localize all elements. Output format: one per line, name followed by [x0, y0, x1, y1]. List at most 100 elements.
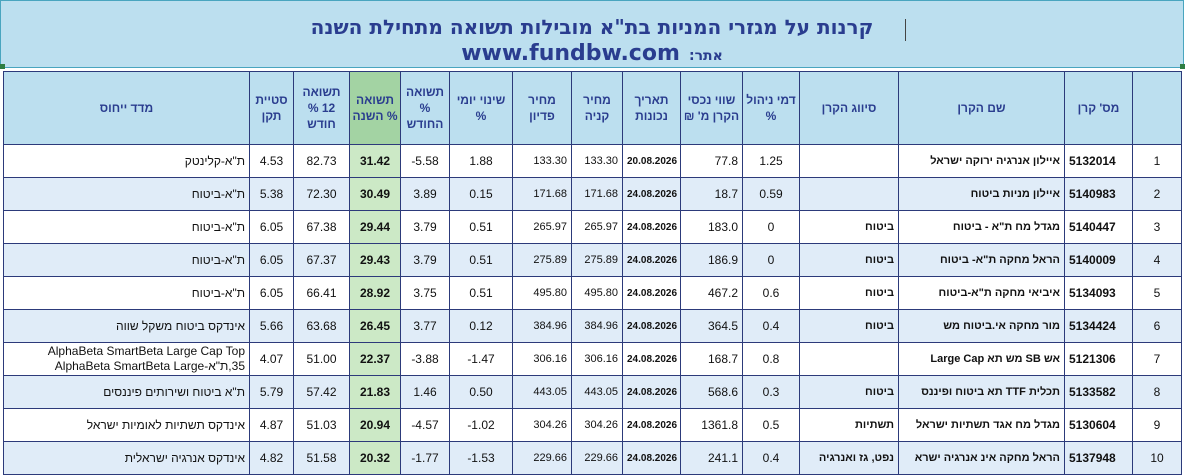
ytd-return-cell[interactable]: 21.83: [349, 375, 401, 409]
row-index-cell[interactable]: 2: [1132, 177, 1182, 211]
mgmt-fee-cell[interactable]: 1.25: [742, 144, 800, 178]
fund-name-cell[interactable]: אש SB מש תא Large Cap: [898, 342, 1065, 376]
fund-classification-cell[interactable]: תשתיות: [799, 408, 899, 442]
ytd-return-cell[interactable]: 29.43: [349, 243, 401, 277]
buy-price-cell[interactable]: 229.66: [571, 441, 623, 475]
row-index-cell[interactable]: 8: [1132, 375, 1182, 409]
fund-name-cell[interactable]: תכלית TTF תא ביטוח ופיננס: [898, 375, 1065, 409]
redemption-price-cell[interactable]: 171.68: [512, 177, 572, 211]
fund-assets-cell[interactable]: 241.1: [680, 441, 743, 475]
redemption-price-cell[interactable]: 275.89: [512, 243, 572, 277]
fund-classification-cell[interactable]: ביטוח: [799, 243, 899, 277]
ytd-return-cell[interactable]: 26.45: [349, 309, 401, 343]
fund-name-cell[interactable]: מגדל מח אגד תשתיות ישראל: [898, 408, 1065, 442]
return-12m-cell[interactable]: 51.58: [293, 441, 350, 475]
std-dev-cell[interactable]: 5.38: [249, 177, 294, 211]
daily-change-cell[interactable]: 0.51: [449, 276, 513, 310]
month-return-cell[interactable]: 3.75: [400, 276, 450, 310]
return-12m-cell[interactable]: 51.00: [293, 342, 350, 376]
fund-id-cell[interactable]: 5137948: [1064, 441, 1133, 475]
mgmt-fee-cell[interactable]: 0: [742, 243, 800, 277]
redemption-price-cell[interactable]: 306.16: [512, 342, 572, 376]
site-url-link[interactable]: www.fundbw.com: [461, 41, 680, 66]
ytd-return-cell[interactable]: 20.32: [349, 441, 401, 475]
month-return-cell[interactable]: -1.77: [400, 441, 450, 475]
benchmark-cell[interactable]: ת"א-ביטוח: [3, 276, 250, 310]
redemption-price-cell[interactable]: 265.97: [512, 210, 572, 244]
row-index-cell[interactable]: 10: [1132, 441, 1182, 475]
valid-date-cell[interactable]: 24.08.2026: [622, 276, 681, 310]
row-index-cell[interactable]: 9: [1132, 408, 1182, 442]
row-index-cell[interactable]: 1: [1132, 144, 1182, 178]
benchmark-cell[interactable]: ת"א ביטוח ושירותים פיננסים: [3, 375, 250, 409]
fund-classification-cell[interactable]: ביטוח: [799, 276, 899, 310]
fund-id-cell[interactable]: 5134424: [1064, 309, 1133, 343]
mgmt-fee-cell[interactable]: 0.5: [742, 408, 800, 442]
ytd-return-cell[interactable]: 31.42: [349, 144, 401, 178]
return-12m-cell[interactable]: 66.41: [293, 276, 350, 310]
buy-price-cell[interactable]: 133.30: [571, 144, 623, 178]
std-dev-cell[interactable]: 5.66: [249, 309, 294, 343]
buy-price-cell[interactable]: 304.26: [571, 408, 623, 442]
ytd-return-cell[interactable]: 30.49: [349, 177, 401, 211]
fund-id-cell[interactable]: 5130604: [1064, 408, 1133, 442]
ytd-return-cell[interactable]: 20.94: [349, 408, 401, 442]
buy-price-cell[interactable]: 495.80: [571, 276, 623, 310]
mgmt-fee-cell[interactable]: 0: [742, 210, 800, 244]
row-index-cell[interactable]: 5: [1132, 276, 1182, 310]
mgmt-fee-cell[interactable]: 0.8: [742, 342, 800, 376]
mgmt-fee-cell[interactable]: 0.4: [742, 309, 800, 343]
return-12m-cell[interactable]: 72.30: [293, 177, 350, 211]
benchmark-cell[interactable]: ת"א-קלינטק: [3, 144, 250, 178]
redemption-price-cell[interactable]: 304.26: [512, 408, 572, 442]
fund-name-cell[interactable]: איילון אנרגיה ירוקה ישראל: [898, 144, 1065, 178]
ytd-return-cell[interactable]: 29.44: [349, 210, 401, 244]
month-return-cell[interactable]: 3.89: [400, 177, 450, 211]
fund-name-cell[interactable]: מגדל מח ת"א - ביטוח: [898, 210, 1065, 244]
row-index-cell[interactable]: 4: [1132, 243, 1182, 277]
redemption-price-cell[interactable]: 384.96: [512, 309, 572, 343]
std-dev-cell[interactable]: 6.05: [249, 276, 294, 310]
row-index-cell[interactable]: 3: [1132, 210, 1182, 244]
fund-name-cell[interactable]: הראל מחקה ת"א- ביטוח: [898, 243, 1065, 277]
std-dev-cell[interactable]: 4.07: [249, 342, 294, 376]
daily-change-cell[interactable]: 0.12: [449, 309, 513, 343]
valid-date-cell[interactable]: 24.08.2026: [622, 375, 681, 409]
valid-date-cell[interactable]: 20.08.2026: [622, 144, 681, 178]
benchmark-cell[interactable]: ת"א-ביטוח: [3, 210, 250, 244]
return-12m-cell[interactable]: 63.68: [293, 309, 350, 343]
daily-change-cell[interactable]: 0.51: [449, 243, 513, 277]
fund-name-cell[interactable]: איילון מניות ביטוח: [898, 177, 1065, 211]
mgmt-fee-cell[interactable]: 0.3: [742, 375, 800, 409]
daily-change-cell[interactable]: 0.50: [449, 375, 513, 409]
benchmark-cell[interactable]: AlphaBeta SmartBeta Large Cap Top 35,ת"א…: [3, 342, 250, 376]
valid-date-cell[interactable]: 24.08.2026: [622, 408, 681, 442]
month-return-cell[interactable]: 3.79: [400, 210, 450, 244]
fund-id-cell[interactable]: 5134093: [1064, 276, 1133, 310]
fund-classification-cell[interactable]: [799, 144, 899, 178]
fund-assets-cell[interactable]: 168.7: [680, 342, 743, 376]
row-index-cell[interactable]: 7: [1132, 342, 1182, 376]
fund-assets-cell[interactable]: 186.9: [680, 243, 743, 277]
fund-id-cell[interactable]: 5140009: [1064, 243, 1133, 277]
benchmark-cell[interactable]: ת"א-ביטוח: [3, 243, 250, 277]
row-index-cell[interactable]: 6: [1132, 309, 1182, 343]
mgmt-fee-cell[interactable]: 0.6: [742, 276, 800, 310]
month-return-cell[interactable]: 1.46: [400, 375, 450, 409]
daily-change-cell[interactable]: -1.53: [449, 441, 513, 475]
buy-price-cell[interactable]: 171.68: [571, 177, 623, 211]
buy-price-cell[interactable]: 384.96: [571, 309, 623, 343]
fund-assets-cell[interactable]: 18.7: [680, 177, 743, 211]
valid-date-cell[interactable]: 24.08.2026: [622, 243, 681, 277]
fund-id-cell[interactable]: 5132014: [1064, 144, 1133, 178]
selection-handle-right[interactable]: [1180, 64, 1185, 69]
ytd-return-cell[interactable]: 28.92: [349, 276, 401, 310]
return-12m-cell[interactable]: 67.38: [293, 210, 350, 244]
month-return-cell[interactable]: -5.58: [400, 144, 450, 178]
valid-date-cell[interactable]: 24.08.2026: [622, 342, 681, 376]
return-12m-cell[interactable]: 82.73: [293, 144, 350, 178]
fund-classification-cell[interactable]: [799, 177, 899, 211]
std-dev-cell[interactable]: 4.82: [249, 441, 294, 475]
fund-classification-cell[interactable]: [799, 342, 899, 376]
std-dev-cell[interactable]: 6.05: [249, 243, 294, 277]
